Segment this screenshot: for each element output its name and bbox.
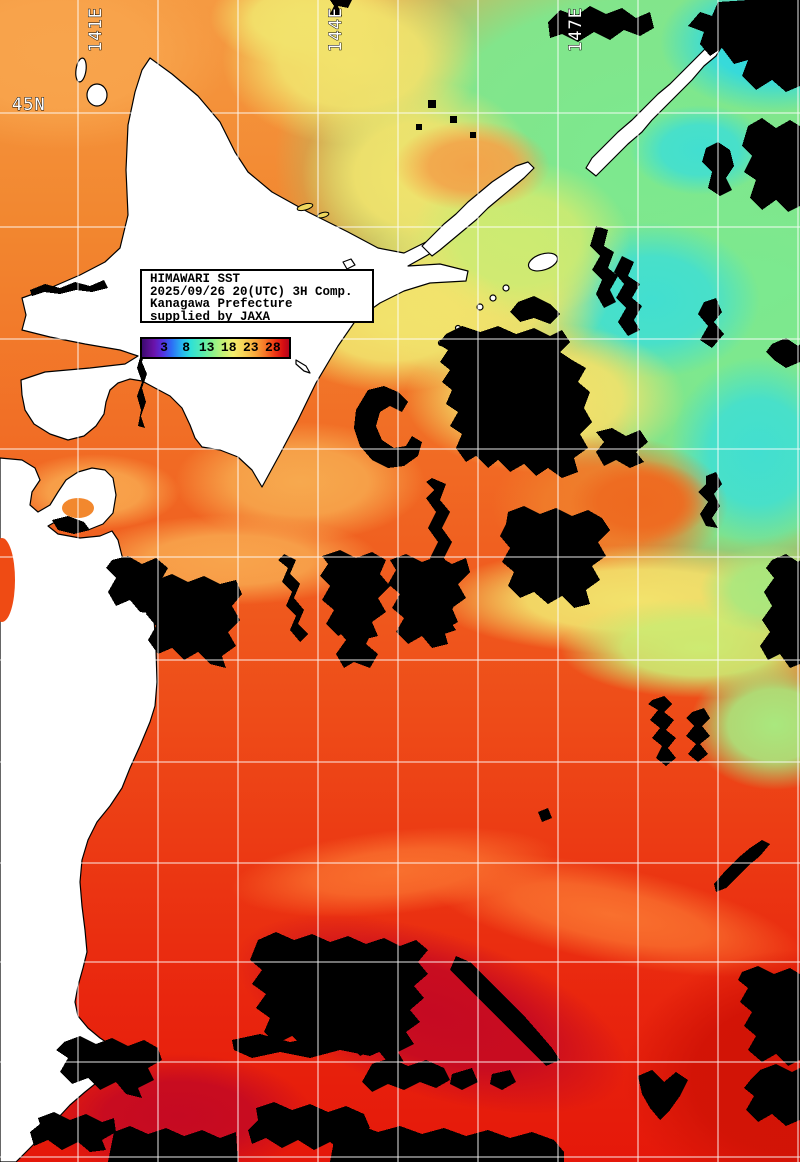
lon-label-144e: 144E [326,7,346,52]
land-rebun-island [86,83,108,107]
info-title: HIMAWARI SST [150,272,241,286]
lat-label-45n: 45N [12,95,46,115]
colorbar-gradient [142,339,289,357]
cloud-mask [30,0,800,1162]
info-box: HIMAWARI SST 2025/09/26 20(UTC) 3H Comp.… [140,269,374,323]
coastal-lagoon [296,202,314,212]
info-prefecture: Kanagawa Prefecture [150,297,293,311]
land-islet [342,258,356,270]
bays [0,202,330,622]
lon-label-147e: 147E [566,7,586,52]
colorbar-tick: 13 [198,340,215,355]
lon-label-141e: 141E [86,7,106,52]
coastal-lagoon [316,211,330,219]
colorbar-tick: 3 [160,340,168,355]
info-credit: supplied by JAXA [150,309,271,324]
colorbar-tick: 8 [182,340,190,355]
land-islet [295,359,311,374]
land-shikotan-island [527,252,559,272]
land-habomai-islet [489,294,497,302]
colorbar-tick: 28 [265,340,281,355]
japan-sea-edge-water [0,538,15,622]
colorbar-tick: 23 [242,340,259,355]
temperature-colorbar: 3 8 13 18 23 28 [140,337,291,359]
colorbar-tick: 18 [220,340,237,355]
land-habomai-islet [502,284,510,292]
info-datetime: 2025/09/26 20(UTC) 3H Comp. [150,284,353,299]
graticule-labels: 45N 141E 144E 147E [12,7,587,116]
